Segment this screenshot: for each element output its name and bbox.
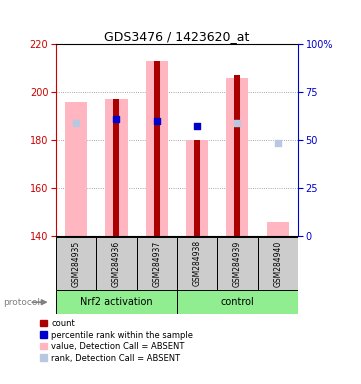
Bar — [56, 290, 177, 314]
Bar — [105, 99, 127, 236]
Text: GSM284939: GSM284939 — [233, 240, 242, 286]
Bar — [217, 237, 257, 290]
Bar — [257, 237, 298, 290]
Bar — [177, 290, 298, 314]
Point — [73, 120, 79, 126]
Point — [154, 118, 160, 124]
Point — [194, 123, 200, 129]
Bar — [234, 75, 240, 236]
Bar — [96, 237, 136, 290]
Bar — [65, 102, 87, 236]
Bar — [113, 99, 119, 236]
Point — [275, 139, 280, 146]
Title: GDS3476 / 1423620_at: GDS3476 / 1423620_at — [104, 30, 249, 43]
Text: GSM284940: GSM284940 — [273, 240, 282, 286]
Bar — [266, 222, 289, 236]
Text: control: control — [221, 296, 254, 307]
Bar — [186, 140, 208, 236]
Bar — [177, 237, 217, 290]
Bar — [226, 78, 248, 236]
Point — [235, 120, 240, 126]
Bar — [145, 61, 168, 236]
Text: GSM284935: GSM284935 — [71, 240, 81, 286]
Text: Nrf2 activation: Nrf2 activation — [80, 296, 153, 307]
Bar — [136, 237, 177, 290]
Bar — [194, 140, 200, 236]
Point — [114, 116, 119, 122]
Text: GSM284936: GSM284936 — [112, 240, 121, 286]
Legend: count, percentile rank within the sample, value, Detection Call = ABSENT, rank, : count, percentile rank within the sample… — [40, 319, 193, 362]
Bar — [56, 237, 96, 290]
Text: protocol: protocol — [4, 298, 40, 307]
Text: GSM284937: GSM284937 — [152, 240, 161, 286]
Bar — [154, 61, 160, 236]
Text: GSM284938: GSM284938 — [192, 240, 201, 286]
